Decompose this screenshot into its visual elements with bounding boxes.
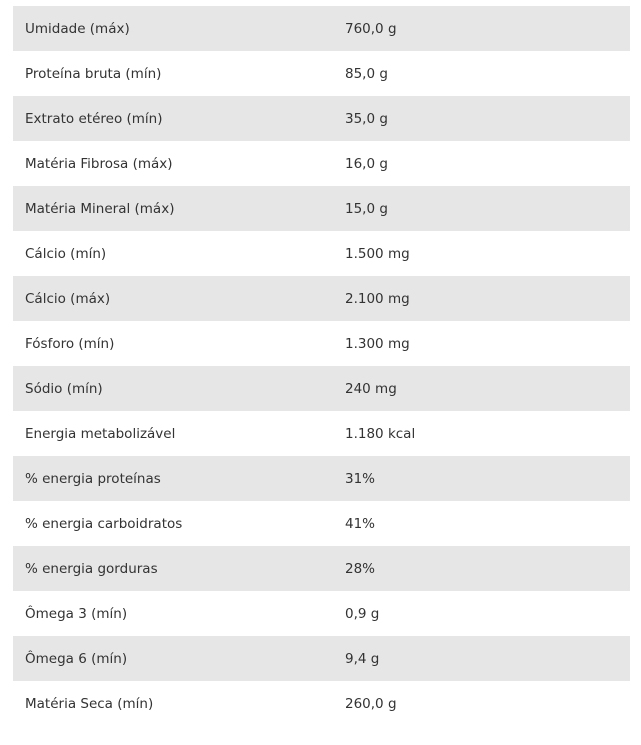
nutrient-name: Cálcio (máx) xyxy=(25,290,111,307)
nutrient-name: Umidade (máx) xyxy=(25,20,130,37)
nutrient-value: 15,0 g xyxy=(345,200,388,217)
table-row: Matéria Seca (mín) 260,0 g xyxy=(13,681,630,726)
nutrient-value: 1.180 kcal xyxy=(345,425,416,442)
nutrient-name: Energia metabolizável xyxy=(25,425,176,442)
table-row: Proteína bruta (mín) 85,0 g xyxy=(13,51,630,96)
nutrient-value: 28% xyxy=(345,560,376,577)
nutrient-value: 260,0 g xyxy=(345,695,397,712)
nutrient-name: Ômega 6 (mín) xyxy=(25,650,128,667)
nutrient-value: 0,9 g xyxy=(345,605,380,622)
nutrient-value: 85,0 g xyxy=(345,65,388,82)
table-row: Fósforo (mín) 1.300 mg xyxy=(13,321,630,366)
nutrient-name: Matéria Mineral (máx) xyxy=(25,200,175,217)
table-row: Extrato etéreo (mín) 35,0 g xyxy=(13,96,630,141)
nutrient-name: Cálcio (mín) xyxy=(25,245,107,262)
nutrient-value: 31% xyxy=(345,470,376,487)
table-row: Umidade (máx) 760,0 g xyxy=(13,6,630,51)
nutrition-table-body: Umidade (máx) 760,0 g Proteína bruta (mí… xyxy=(13,6,630,726)
nutrient-value: 41% xyxy=(345,515,376,532)
nutrient-name: Extrato etéreo (mín) xyxy=(25,110,163,127)
table-row: Sódio (mín) 240 mg xyxy=(13,366,630,411)
nutrient-name: Matéria Seca (mín) xyxy=(25,695,154,712)
table-row: % energia gorduras 28% xyxy=(13,546,630,591)
table-row: Cálcio (mín) 1.500 mg xyxy=(13,231,630,276)
table-row: Matéria Fibrosa (máx) 16,0 g xyxy=(13,141,630,186)
nutrient-name: % energia carboidratos xyxy=(25,515,183,532)
nutrient-name: % energia proteínas xyxy=(25,470,161,487)
table-row: % energia proteínas 31% xyxy=(13,456,630,501)
nutrient-value: 9,4 g xyxy=(345,650,380,667)
nutrient-name: Ômega 3 (mín) xyxy=(25,605,128,622)
table-row: Matéria Mineral (máx) 15,0 g xyxy=(13,186,630,231)
nutrient-value: 240 mg xyxy=(345,380,397,397)
table-row: Ômega 3 (mín) 0,9 g xyxy=(13,591,630,636)
table-row: Cálcio (máx) 2.100 mg xyxy=(13,276,630,321)
nutrient-value: 1.500 mg xyxy=(345,245,410,262)
nutrient-value: 35,0 g xyxy=(345,110,388,127)
nutrient-value: 16,0 g xyxy=(345,155,388,172)
nutrient-value: 2.100 mg xyxy=(345,290,410,307)
table-row: Energia metabolizável 1.180 kcal xyxy=(13,411,630,456)
nutrient-name: Matéria Fibrosa (máx) xyxy=(25,155,173,172)
nutrient-value: 1.300 mg xyxy=(345,335,410,352)
nutrition-table: Umidade (máx) 760,0 g Proteína bruta (mí… xyxy=(13,6,630,726)
table-row: Ômega 6 (mín) 9,4 g xyxy=(13,636,630,681)
nutrient-name: % energia gorduras xyxy=(25,560,158,577)
nutrient-name: Fósforo (mín) xyxy=(25,335,115,352)
nutrient-value: 760,0 g xyxy=(345,20,397,37)
table-row: % energia carboidratos 41% xyxy=(13,501,630,546)
nutrient-name: Sódio (mín) xyxy=(25,380,103,397)
nutrient-name: Proteína bruta (mín) xyxy=(25,65,162,82)
